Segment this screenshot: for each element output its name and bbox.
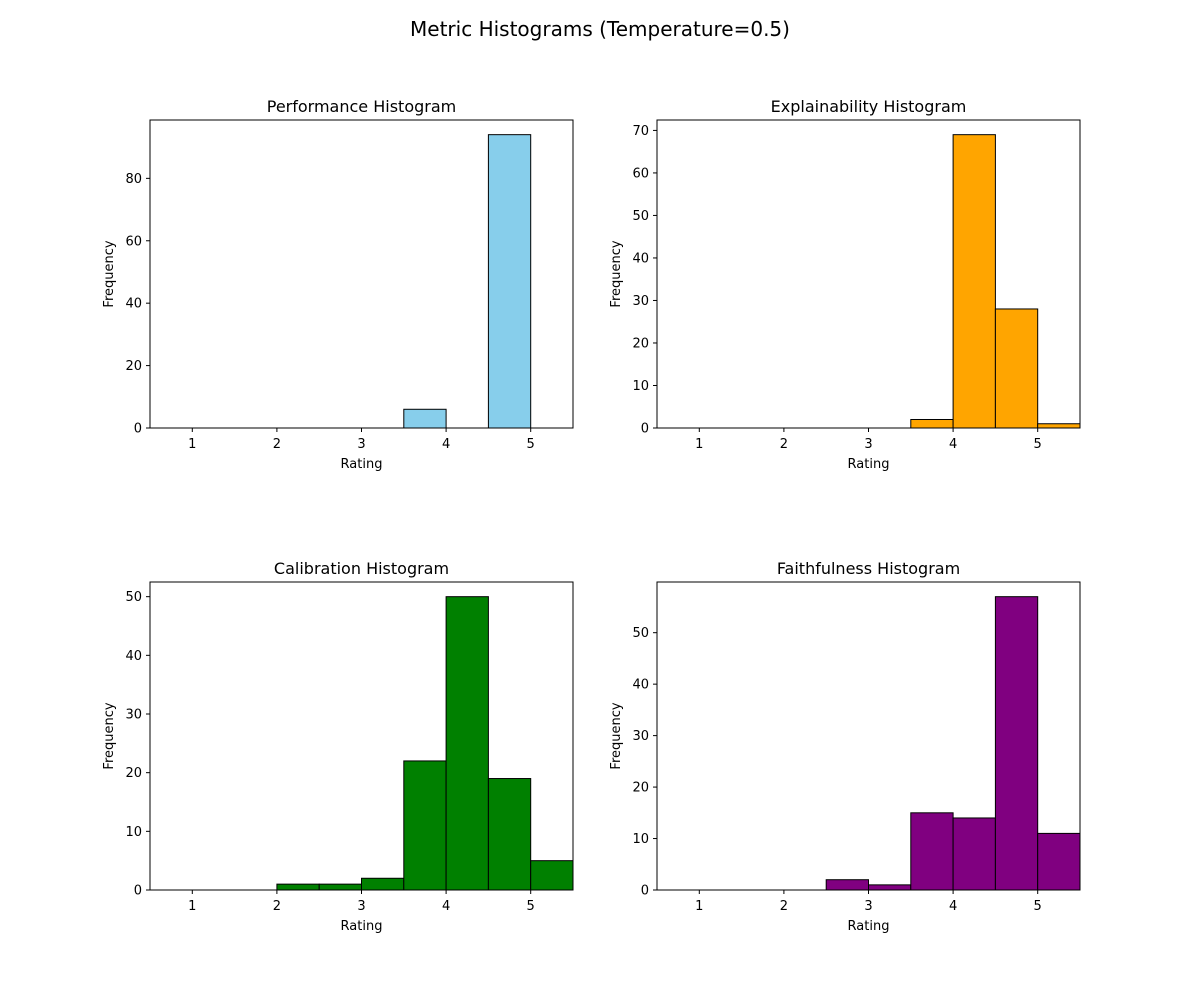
histogram-bar (318, 883, 363, 891)
y-tick-label: 40 (125, 649, 142, 664)
histogram-bar (403, 760, 447, 891)
y-tick-label: 40 (125, 297, 142, 312)
histogram-bar (445, 596, 489, 891)
y-tick-label: 10 (632, 832, 649, 847)
x-axis-ticks: 1 2 3 4 5 (695, 428, 1042, 452)
x-axis-label: Rating (341, 457, 383, 472)
figure-title: Metric Histograms (Temperature=0.5) (410, 17, 790, 41)
y-tick-label: 70 (632, 124, 649, 139)
histogram-bar (530, 860, 574, 891)
x-axis-ticks: 1 2 3 4 5 (188, 428, 535, 452)
bars (276, 596, 574, 891)
y-tick-label: 80 (125, 172, 142, 187)
x-tick-label: 5 (527, 899, 535, 914)
y-axis-label: Frequency (102, 702, 117, 769)
x-tick-label: 4 (442, 437, 450, 452)
y-tick-label: 60 (125, 234, 142, 249)
histogram-bar (276, 883, 320, 891)
y-tick-label: 40 (632, 678, 649, 693)
y-tick-label: 30 (125, 708, 142, 723)
y-tick-label: 20 (125, 766, 142, 781)
y-tick-label: 10 (125, 825, 142, 840)
histogram-bar (487, 778, 532, 891)
x-tick-label: 1 (695, 899, 703, 914)
y-axis-ticks: 0 20 40 60 80 (125, 172, 150, 437)
y-axis-ticks: 0 10 20 30 40 50 (125, 590, 150, 899)
y-tick-label: 10 (632, 379, 649, 394)
x-tick-label: 1 (188, 437, 196, 452)
x-tick-label: 1 (188, 899, 196, 914)
subplot-title: Explainability Histogram (771, 97, 967, 116)
x-tick-label: 3 (357, 899, 365, 914)
histogram-bar (1037, 423, 1081, 429)
histogram-bar (1037, 832, 1081, 891)
subplot-title: Performance Histogram (267, 97, 456, 116)
y-axis-label: Frequency (102, 240, 117, 307)
histogram-bar (910, 812, 954, 891)
histogram-bar (868, 884, 912, 891)
histogram-bar (361, 877, 405, 891)
y-tick-label: 40 (632, 251, 649, 266)
y-tick-label: 50 (632, 626, 649, 641)
y-tick-label: 20 (632, 781, 649, 796)
y-tick-label: 60 (632, 166, 649, 181)
x-axis-label: Rating (848, 919, 890, 934)
histogram-bar (994, 596, 1039, 891)
subplot-title: Faithfulness Histogram (777, 559, 960, 578)
y-axis-ticks: 0 10 20 30 40 50 (632, 626, 657, 899)
y-tick-label: 0 (134, 422, 142, 437)
x-tick-label: 1 (695, 437, 703, 452)
x-tick-label: 4 (949, 899, 957, 914)
histogram-bar (403, 408, 447, 429)
y-tick-label: 0 (641, 884, 649, 899)
y-tick-label: 30 (632, 729, 649, 744)
performance-histogram-subplot: 1 2 3 4 5 0 20 40 60 80 Performance Histogram Ratin… (102, 97, 574, 472)
histogram-bar (910, 418, 954, 429)
y-axis-label: Frequency (609, 702, 624, 769)
x-tick-label: 5 (527, 437, 535, 452)
histogram-bar (994, 308, 1039, 429)
y-axis-ticks: 0 10 20 30 40 50 60 70 (632, 124, 657, 437)
y-tick-label: 0 (134, 884, 142, 899)
x-tick-label: 5 (1034, 437, 1042, 452)
y-tick-label: 0 (641, 422, 649, 437)
histogram-bar (952, 134, 996, 429)
x-tick-label: 2 (780, 899, 788, 914)
x-tick-label: 5 (1034, 899, 1042, 914)
x-axis-label: Rating (341, 919, 383, 934)
histogram-bar (952, 817, 996, 891)
histogram-bar (487, 134, 532, 429)
x-tick-label: 2 (780, 437, 788, 452)
subplot-title: Calibration Histogram (274, 559, 449, 578)
y-tick-label: 20 (125, 359, 142, 374)
x-tick-label: 3 (864, 899, 872, 914)
x-axis-ticks: 1 2 3 4 5 (188, 890, 535, 914)
x-tick-label: 3 (864, 437, 872, 452)
x-tick-label: 4 (442, 899, 450, 914)
histogram-bar (825, 879, 870, 891)
x-tick-label: 2 (273, 437, 281, 452)
x-axis-ticks: 1 2 3 4 5 (695, 890, 1042, 914)
y-tick-label: 50 (125, 590, 142, 605)
x-axis-label: Rating (848, 457, 890, 472)
y-tick-label: 50 (632, 209, 649, 224)
y-axis-label: Frequency (609, 240, 624, 307)
y-tick-label: 20 (632, 336, 649, 351)
x-tick-label: 4 (949, 437, 957, 452)
x-tick-label: 2 (273, 899, 281, 914)
x-tick-label: 3 (357, 437, 365, 452)
bars (910, 134, 1081, 429)
y-tick-label: 30 (632, 294, 649, 309)
